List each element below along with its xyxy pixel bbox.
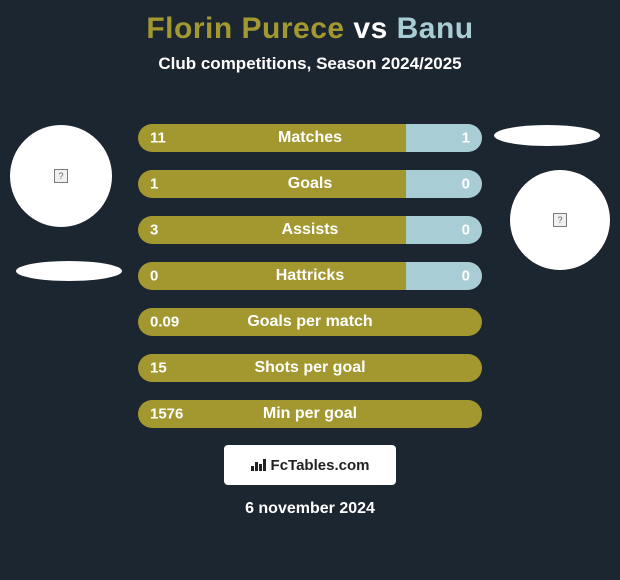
stat-row: 00Hattricks <box>138 262 482 290</box>
stat-right-segment: 0 <box>406 170 482 198</box>
stat-left-value: 0.09 <box>150 314 179 331</box>
stat-left-segment: 15 <box>138 354 482 382</box>
stat-left-value: 0 <box>150 268 158 285</box>
date-label: 6 november 2024 <box>0 500 620 518</box>
stat-right-value: 0 <box>462 176 470 193</box>
player1-avatar: ? <box>10 125 112 227</box>
brand-badge: FcTables.com <box>224 445 396 485</box>
stat-row: 10Goals <box>138 170 482 198</box>
title-vs: vs <box>345 12 397 45</box>
stat-right-value: 1 <box>462 130 470 147</box>
stat-row: 15Shots per goal <box>138 354 482 382</box>
stat-row: 1576Min per goal <box>138 400 482 428</box>
stat-right-value: 0 <box>462 222 470 239</box>
title-player2: Banu <box>397 12 474 45</box>
stat-left-value: 3 <box>150 222 158 239</box>
stat-row: 30Assists <box>138 216 482 244</box>
stat-left-segment: 3 <box>138 216 406 244</box>
image-placeholder-icon: ? <box>54 169 68 183</box>
stat-right-value: 0 <box>462 268 470 285</box>
stat-left-segment: 0.09 <box>138 308 482 336</box>
stat-right-segment: 0 <box>406 262 482 290</box>
stat-right-segment: 1 <box>406 124 482 152</box>
stat-left-value: 1 <box>150 176 158 193</box>
stat-left-value: 11 <box>150 130 166 147</box>
stat-row: 111Matches <box>138 124 482 152</box>
brand-text: FcTables.com <box>271 457 370 474</box>
stat-row: 0.09Goals per match <box>138 308 482 336</box>
stat-left-segment: 1 <box>138 170 406 198</box>
subtitle: Club competitions, Season 2024/2025 <box>0 54 620 74</box>
bar-chart-icon <box>251 457 267 474</box>
comparison-card: Florin Purece vs Banu Club competitions,… <box>0 0 620 580</box>
player1-shadow <box>16 261 122 281</box>
stats-bars: 111Matches10Goals30Assists00Hattricks0.0… <box>138 124 482 446</box>
player2-avatar: ? <box>510 170 610 270</box>
stat-left-value: 15 <box>150 360 167 377</box>
stat-left-segment: 11 <box>138 124 406 152</box>
title-player1: Florin Purece <box>146 12 344 45</box>
stat-left-value: 1576 <box>150 406 183 423</box>
stat-left-segment: 1576 <box>138 400 482 428</box>
page-title: Florin Purece vs Banu <box>0 0 620 46</box>
player2-shadow <box>494 125 600 146</box>
image-placeholder-icon: ? <box>553 213 567 227</box>
stat-right-segment: 0 <box>406 216 482 244</box>
stat-left-segment: 0 <box>138 262 406 290</box>
